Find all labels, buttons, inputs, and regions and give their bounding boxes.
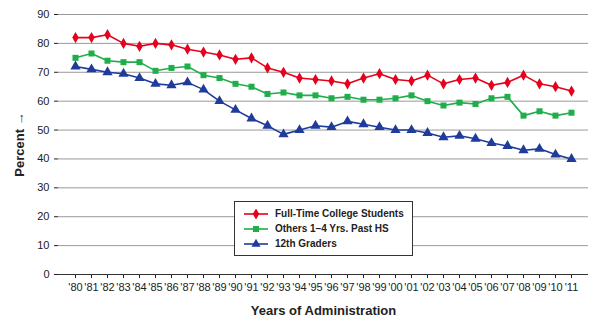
svg-text:60: 60 — [37, 95, 49, 107]
svg-text:20: 20 — [37, 210, 49, 222]
svg-text:Percent →: Percent → — [12, 112, 27, 176]
svg-text:'92: '92 — [260, 281, 274, 293]
svg-text:'94: '94 — [292, 281, 306, 293]
svg-text:'03: '03 — [436, 281, 450, 293]
svg-text:'07: '07 — [500, 281, 514, 293]
svg-text:'06: '06 — [484, 281, 498, 293]
svg-text:'99: '99 — [372, 281, 386, 293]
html-text:Full-Time College Students: Full-Time College Students — [275, 208, 404, 219]
svg-text:50: 50 — [37, 124, 49, 136]
svg-text:'11: '11 — [565, 281, 579, 293]
svg-text:'01: '01 — [404, 281, 418, 293]
svg-text:'08: '08 — [516, 281, 530, 293]
svg-text:'81: '81 — [84, 281, 98, 293]
svg-text:'80: '80 — [68, 281, 82, 293]
svg-text:40: 40 — [37, 152, 49, 164]
svg-text:'02: '02 — [420, 281, 434, 293]
html-text:12th Graders: 12th Graders — [275, 238, 337, 249]
svg-text:70: 70 — [37, 66, 49, 78]
svg-text:'00: '00 — [388, 281, 402, 293]
svg-text:'93: '93 — [276, 281, 290, 293]
svg-text:'04: '04 — [452, 281, 466, 293]
svg-text:'90: '90 — [228, 281, 242, 293]
svg-text:'88: '88 — [196, 281, 210, 293]
svg-text:80: 80 — [37, 37, 49, 49]
svg-text:'97: '97 — [340, 281, 354, 293]
svg-text:10: 10 — [37, 239, 49, 251]
svg-text:'87: '87 — [180, 281, 194, 293]
svg-text:'84: '84 — [132, 281, 146, 293]
svg-text:'86: '86 — [164, 281, 178, 293]
svg-text:'09: '09 — [532, 281, 546, 293]
svg-text:Years of Administration: Years of Administration — [251, 303, 396, 318]
svg-text:0: 0 — [43, 268, 49, 280]
svg-text:'89: '89 — [212, 281, 226, 293]
svg-text:'82: '82 — [100, 281, 114, 293]
svg-text:'05: '05 — [468, 281, 482, 293]
svg-text:'98: '98 — [356, 281, 370, 293]
svg-text:'83: '83 — [116, 281, 130, 293]
svg-text:'10: '10 — [548, 281, 562, 293]
svg-text:'85: '85 — [148, 281, 162, 293]
svg-text:'95: '95 — [308, 281, 322, 293]
html-text:Others 1–4 Yrs. Past HS: Others 1–4 Yrs. Past HS — [275, 223, 389, 234]
svg-text:'91: '91 — [244, 281, 258, 293]
svg-text:'96: '96 — [324, 281, 338, 293]
svg-text:90: 90 — [37, 8, 49, 20]
svg-text:30: 30 — [37, 181, 49, 193]
